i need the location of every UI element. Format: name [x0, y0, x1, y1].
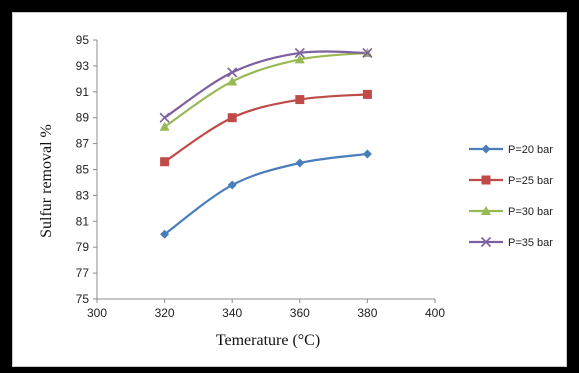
series-line-1: [163, 152, 368, 236]
line-chart: 75 77 79 81 83 85 87 89 91 93 95 300 320 340 360 380 40…: [38, 33, 553, 349]
x-tick-labels: 300 320 340 360 380 400: [87, 299, 445, 320]
axes: [96, 40, 435, 300]
legend-label: P=30 bar: [508, 206, 553, 218]
x-tick-label: 300: [87, 306, 107, 320]
y-tick-label: 75: [76, 292, 90, 306]
legend-label: P=35 bar: [508, 237, 553, 249]
data-point: [159, 121, 170, 131]
legend-label: P=25 bar: [508, 175, 553, 187]
marker-stroke: [480, 236, 492, 248]
y-tick-labels: 75 77 79 81 83 85 87 89 91 93 95: [76, 33, 97, 306]
chart-frame: 75 77 79 81 83 85 87 89 91 93 95 300 320 340 360 380 40…: [12, 12, 567, 367]
y-tick-label: 89: [76, 111, 90, 125]
legend-label: P=20 bar: [508, 144, 553, 156]
data-point: [227, 113, 237, 123]
series-line-4: [163, 50, 368, 119]
data-point: [160, 157, 170, 167]
legend-item[interactable]: P=35 bar: [469, 236, 553, 249]
marker-stroke: [159, 112, 170, 123]
data-point: [362, 47, 373, 59]
series-line-3: [163, 51, 368, 128]
y-tick-label: 83: [76, 188, 90, 202]
marker-stroke: [362, 47, 373, 59]
x-axis-label: Temerature (°C): [216, 332, 320, 349]
data-point: [227, 180, 237, 190]
data-point: [362, 89, 372, 99]
data-point: [294, 47, 305, 59]
data-point: [295, 95, 305, 105]
y-tick-label: 91: [76, 85, 90, 99]
y-tick-label: 85: [76, 163, 90, 177]
legend-item[interactable]: P=30 bar: [469, 206, 553, 218]
marker-stroke: [227, 67, 238, 78]
data-point: [160, 229, 170, 239]
y-tick-label: 77: [76, 266, 90, 280]
data-point: [294, 54, 305, 64]
y-tick-label: 95: [76, 33, 90, 47]
y-axis-label: Sulfur removal %: [38, 124, 55, 238]
x-tick-label: 320: [155, 306, 175, 320]
legend-item[interactable]: P=20 bar: [469, 144, 553, 156]
data-point: [227, 76, 238, 86]
x-tick-label: 380: [357, 306, 377, 320]
data-point: [295, 158, 305, 168]
y-tick-label: 81: [76, 214, 90, 228]
y-tick-label: 79: [76, 240, 90, 254]
series-lines: [163, 50, 368, 236]
data-point: [159, 112, 170, 123]
x-tick-label: 340: [222, 306, 242, 320]
legend-marker: [480, 236, 492, 248]
series-markers: [159, 47, 373, 239]
legend-marker: [481, 175, 491, 185]
data-point: [227, 67, 238, 78]
legend-marker: [481, 206, 491, 215]
x-tick-label: 400: [425, 306, 445, 320]
data-point: [362, 149, 372, 159]
y-tick-label: 93: [76, 59, 90, 73]
y-tick-label: 87: [76, 137, 90, 151]
marker-stroke: [294, 47, 305, 59]
legend-marker: [481, 144, 491, 154]
legend-item[interactable]: P=25 bar: [469, 175, 553, 187]
series-line-2: [163, 93, 368, 163]
x-tick-label: 360: [290, 306, 310, 320]
legend[interactable]: P=20 bar P=25 bar P=30 bar P=35 bar: [469, 144, 553, 249]
